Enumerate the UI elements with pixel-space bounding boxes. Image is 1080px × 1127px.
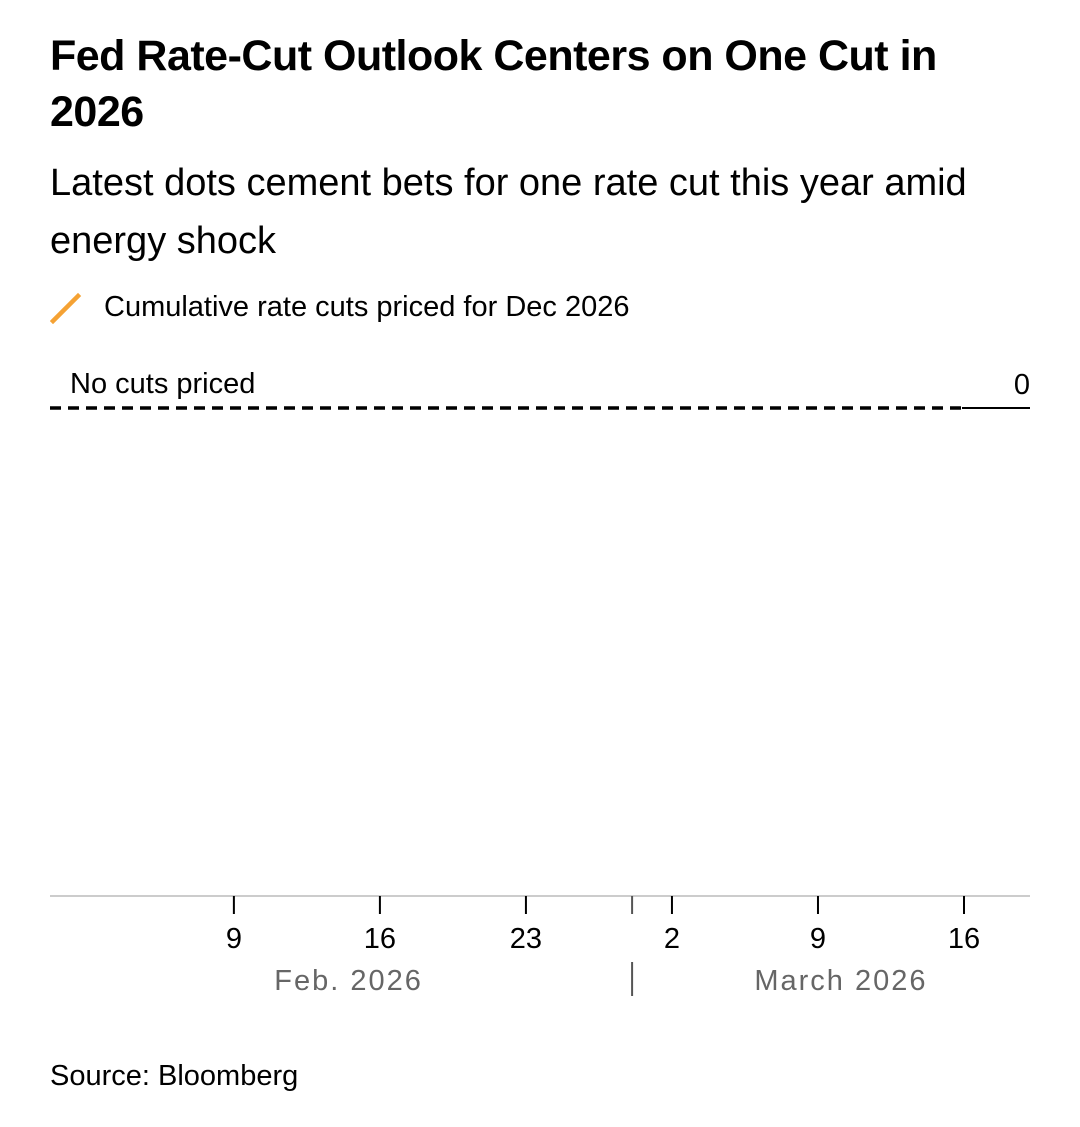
x-tick-label: 16: [364, 923, 396, 955]
x-tick-label: 9: [810, 923, 826, 955]
month-label: March 2026: [754, 965, 927, 997]
source-note: Source: Bloomberg: [50, 1060, 299, 1092]
x-tick-label: 9: [226, 923, 242, 955]
x-tick-label: 23: [510, 923, 542, 955]
legend: Cumulative rate cuts priced for Dec 2026: [50, 287, 629, 327]
diagonal-line-swatch-icon: [50, 292, 82, 324]
x-tick-label: 2: [664, 923, 680, 955]
x-tick-label: 16: [948, 923, 980, 955]
chart-subtitle: Latest dots cement bets for one rate cut…: [50, 162, 967, 262]
reference-label: No cuts priced: [70, 368, 255, 400]
y-tick-label: 0: [1014, 369, 1030, 401]
month-label: Feb. 2026: [274, 965, 423, 997]
chart-title: Fed Rate-Cut Outlook Centers on One Cut …: [50, 32, 937, 136]
legend-label: Cumulative rate cuts priced for Dec 2026: [104, 290, 630, 323]
